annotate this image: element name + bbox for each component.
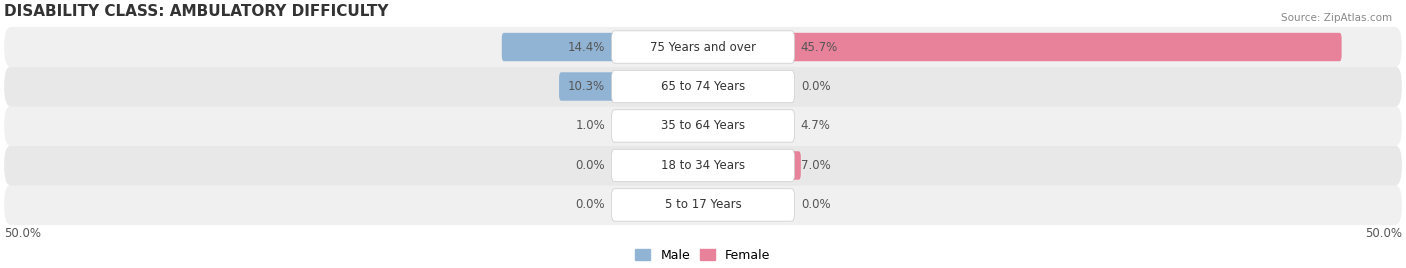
FancyBboxPatch shape bbox=[502, 33, 703, 61]
FancyBboxPatch shape bbox=[612, 189, 794, 221]
FancyBboxPatch shape bbox=[689, 112, 703, 140]
Text: 7.0%: 7.0% bbox=[801, 159, 831, 172]
FancyBboxPatch shape bbox=[612, 70, 794, 103]
Text: 14.4%: 14.4% bbox=[568, 40, 605, 54]
Text: 0.0%: 0.0% bbox=[575, 159, 605, 172]
FancyBboxPatch shape bbox=[4, 145, 1402, 186]
Text: 18 to 34 Years: 18 to 34 Years bbox=[661, 159, 745, 172]
Text: 75 Years and over: 75 Years and over bbox=[650, 40, 756, 54]
FancyBboxPatch shape bbox=[703, 112, 769, 140]
Text: 1.0%: 1.0% bbox=[575, 120, 605, 132]
FancyBboxPatch shape bbox=[703, 151, 801, 180]
FancyBboxPatch shape bbox=[560, 72, 703, 101]
Text: 0.0%: 0.0% bbox=[801, 80, 831, 93]
Text: 4.7%: 4.7% bbox=[801, 120, 831, 132]
Text: 65 to 74 Years: 65 to 74 Years bbox=[661, 80, 745, 93]
FancyBboxPatch shape bbox=[4, 106, 1402, 146]
FancyBboxPatch shape bbox=[612, 110, 794, 142]
Legend: Male, Female: Male, Female bbox=[636, 249, 770, 262]
Text: 50.0%: 50.0% bbox=[4, 227, 41, 240]
Text: 10.3%: 10.3% bbox=[568, 80, 605, 93]
FancyBboxPatch shape bbox=[4, 66, 1402, 107]
Text: 50.0%: 50.0% bbox=[1365, 227, 1402, 240]
Text: DISABILITY CLASS: AMBULATORY DIFFICULTY: DISABILITY CLASS: AMBULATORY DIFFICULTY bbox=[4, 4, 389, 19]
Text: 35 to 64 Years: 35 to 64 Years bbox=[661, 120, 745, 132]
FancyBboxPatch shape bbox=[703, 33, 1341, 61]
Text: Source: ZipAtlas.com: Source: ZipAtlas.com bbox=[1281, 13, 1392, 23]
Text: 0.0%: 0.0% bbox=[575, 198, 605, 211]
FancyBboxPatch shape bbox=[612, 149, 794, 182]
Text: 0.0%: 0.0% bbox=[801, 198, 831, 211]
FancyBboxPatch shape bbox=[4, 27, 1402, 67]
FancyBboxPatch shape bbox=[612, 31, 794, 63]
Text: 5 to 17 Years: 5 to 17 Years bbox=[665, 198, 741, 211]
FancyBboxPatch shape bbox=[4, 185, 1402, 225]
Text: 45.7%: 45.7% bbox=[801, 40, 838, 54]
